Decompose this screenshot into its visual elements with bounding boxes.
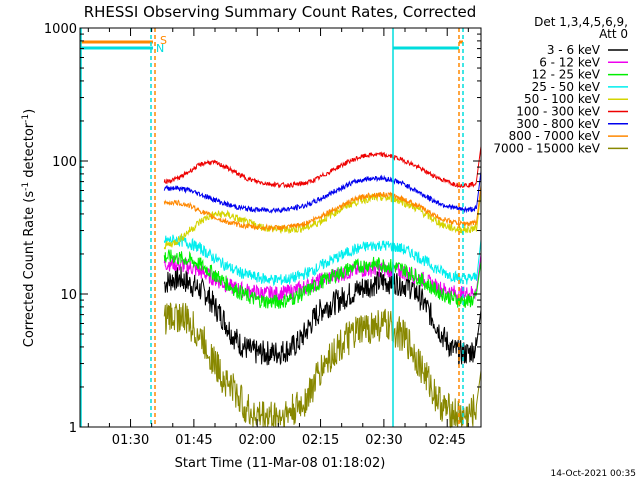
x-tick-label-3: 02:15 bbox=[302, 433, 339, 448]
legend-label-5: 100 - 300 keV bbox=[516, 105, 600, 119]
legend-label-8: 7000 - 15000 keV bbox=[493, 141, 600, 155]
legend-header-line-1: Det 1,3,4,5,6,9, bbox=[534, 15, 628, 29]
x-tick-label-5: 02:45 bbox=[428, 433, 465, 448]
y-axis-label-sup1: -1 bbox=[21, 182, 31, 191]
series-line-2 bbox=[163, 249, 482, 309]
series-line-8 bbox=[163, 302, 482, 429]
y-axis-label: Corrected Count Rate (s-1 detector-1) bbox=[21, 109, 37, 347]
plot-area bbox=[79, 27, 482, 428]
legend-label-1: 6 - 12 keV bbox=[539, 55, 601, 69]
series-layer bbox=[163, 146, 482, 429]
series-line-3 bbox=[163, 234, 482, 287]
night-flag-label: N bbox=[156, 42, 164, 55]
x-axis-label: Start Time (11-Mar-08 01:18:02) bbox=[175, 456, 386, 471]
x-tick-label-1: 01:45 bbox=[175, 433, 212, 448]
y-axis-label-main: Corrected Count Rate (s bbox=[22, 191, 37, 348]
series-line-0 bbox=[163, 265, 482, 366]
series-line-5 bbox=[163, 146, 482, 189]
series-line-7 bbox=[163, 185, 482, 232]
y-tick-label-2: 100 bbox=[52, 155, 77, 170]
footer-date: 14-Oct-2021 00:35 bbox=[551, 469, 636, 479]
saa-flag-label: S bbox=[160, 34, 167, 47]
chart-title: RHESSI Observing Summary Count Rates, Co… bbox=[84, 3, 477, 21]
legend-label-2: 12 - 25 keV bbox=[532, 68, 601, 82]
legend-label-6: 300 - 800 keV bbox=[516, 117, 600, 131]
y-axis-label-mid: detector bbox=[22, 122, 37, 182]
x-tick-label-0: 01:30 bbox=[112, 433, 149, 448]
y-tick-label-3: 1000 bbox=[44, 22, 77, 37]
legend-label-7: 800 - 7000 keV bbox=[509, 129, 601, 143]
y-tick-label-1: 10 bbox=[60, 288, 77, 303]
y-axis-label-sup2: -1 bbox=[21, 114, 31, 123]
y-axis-label-end: ) bbox=[22, 109, 37, 114]
legend-header-line-2: Att 0 bbox=[599, 27, 628, 41]
y-tick-label-0: 1 bbox=[69, 421, 77, 436]
legend-label-4: 50 - 100 keV bbox=[524, 92, 601, 106]
axis-layer: 1 10 100 1000 01:30 01:45 02:00 02:15 02:30 02:45 bbox=[44, 22, 481, 448]
series-line-6 bbox=[163, 171, 482, 214]
legend-label-0: 3 - 6 keV bbox=[547, 43, 601, 57]
x-tick-label-4: 02:30 bbox=[365, 433, 402, 448]
legend-label-3: 25 - 50 keV bbox=[532, 80, 601, 94]
overlay-layer: SN bbox=[80, 28, 464, 427]
x-tick-label-2: 02:00 bbox=[238, 433, 275, 448]
series-line-4 bbox=[163, 190, 482, 250]
